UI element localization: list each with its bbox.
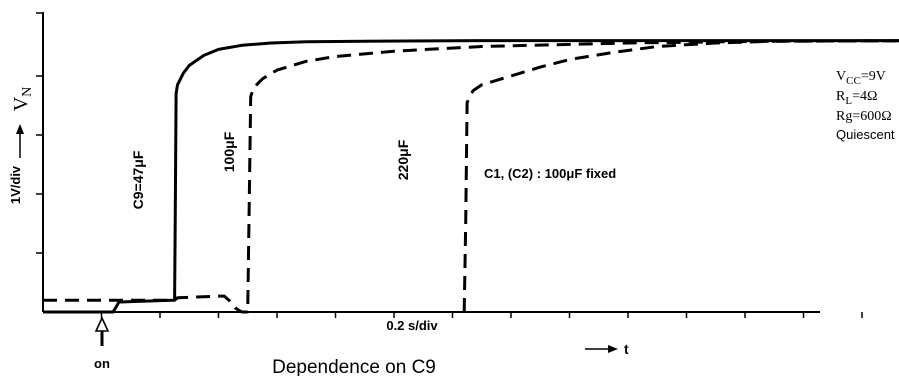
x-axis-label: t (624, 341, 629, 357)
condition-rl: RL=4Ω (836, 89, 877, 107)
series-line-2 (462, 39, 899, 313)
condition-rg: Rg=600Ω (836, 109, 892, 124)
fixed-caps-annotation: C1, (C2) : 100μF fixed (484, 166, 616, 181)
condition-vcc-main: V (836, 69, 846, 84)
series-line-1 (43, 39, 899, 314)
condition-mode: Quiescent (836, 127, 895, 142)
y-axis-label-sub: N (20, 87, 35, 97)
x-arrow-icon (585, 345, 618, 353)
chart-title: Dependence on C9 (272, 357, 436, 376)
y-axis-label-main: V (10, 96, 32, 111)
series-label-220uF: 220μF (395, 139, 411, 180)
on-arrow-icon (94, 316, 110, 346)
y-ticks (36, 12, 43, 254)
condition-vcc-value: =9V (861, 69, 886, 84)
condition-vcc-sub: CC (846, 75, 861, 87)
condition-rl-value: =4Ω (852, 89, 877, 104)
y-axis-label: VN (10, 87, 35, 112)
series-label-100uF: 100μF (221, 131, 237, 172)
y-unit-label: 1V/div (8, 165, 23, 204)
on-label: on (94, 356, 110, 371)
series-group (43, 39, 899, 314)
condition-rl-main: R (836, 89, 846, 104)
condition-vcc: VCC=9V (836, 69, 886, 87)
series-line-0 (43, 39, 899, 314)
series-label-47uF: C9=47μF (130, 150, 146, 209)
x-unit-label: 0.2 s/div (386, 318, 438, 333)
y-arrow-icon (16, 124, 24, 158)
x-ticks (100, 312, 863, 318)
condition-rl-sub: L (845, 95, 852, 107)
